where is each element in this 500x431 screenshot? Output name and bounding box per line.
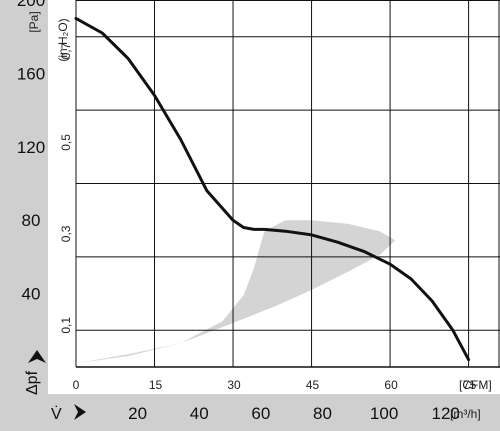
y-axis-symbol: Δpf xyxy=(24,370,41,395)
bottom-margin-band xyxy=(0,394,500,431)
x-tick-m3h-3: 80 xyxy=(313,404,332,423)
x-tick-cfm-4: 60 xyxy=(384,378,398,392)
x-tick-m3h-5: 120 xyxy=(432,404,460,423)
x-axis-symbol: V̇ xyxy=(51,405,62,423)
series-line-0 xyxy=(74,16,471,362)
y-unit-pa-label: [Pa] xyxy=(27,11,41,32)
y-tick-pa-2: 120 xyxy=(17,138,45,157)
x-tick-cfm-0: 0 xyxy=(73,378,80,392)
y-axis-arrow-icon xyxy=(28,350,46,363)
y-tick-pa-0: 40 xyxy=(22,285,41,304)
x-tick-m3h-1: 40 xyxy=(190,404,209,423)
y-unit-inh2o-label: (in H₂O) xyxy=(56,18,70,61)
x-unit-m3h-label: [m³/h] xyxy=(450,407,481,421)
y-tick-inh2o-1: 0,3 xyxy=(59,225,73,242)
x-tick-m3h-2: 60 xyxy=(251,404,270,423)
operating-region xyxy=(76,220,396,364)
x-tick-cfm-5: 75 xyxy=(463,378,477,392)
x-tick-cfm-1: 15 xyxy=(149,378,163,392)
y-tick-inh2o-0: 0,1 xyxy=(59,317,73,334)
x-tick-cfm-2: 30 xyxy=(227,378,241,392)
y-tick-inh2o-2: 0,5 xyxy=(59,134,73,151)
y-tick-pa-4: 200 xyxy=(17,0,45,10)
x-unit-cfm-label: [CFM] xyxy=(459,378,492,392)
y-tick-inh2o-3: 0,7 xyxy=(59,42,73,59)
y-tick-pa-3: 160 xyxy=(17,64,45,83)
x-tick-m3h-0: 20 xyxy=(128,404,147,423)
x-tick-cfm-3: 45 xyxy=(306,378,320,392)
x-tick-m3h-4: 100 xyxy=(370,404,398,423)
y-tick-pa-1: 80 xyxy=(22,211,41,230)
x-axis-arrow-icon xyxy=(74,404,86,420)
